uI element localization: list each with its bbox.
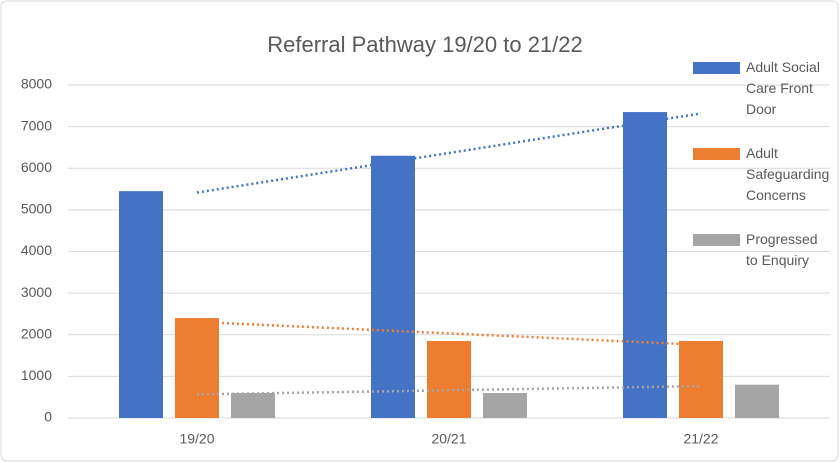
trendline [196, 320, 702, 347]
bar [427, 340, 471, 418]
legend-swatch [693, 234, 740, 246]
y-tick-label: 2000 [21, 325, 52, 341]
y-tick-label: 0 [44, 409, 52, 425]
y-tick-label: 4000 [21, 242, 52, 258]
y-tick-label: 3000 [21, 284, 52, 300]
bar [175, 318, 219, 418]
trendline [196, 384, 702, 396]
bar [679, 340, 723, 418]
bar [119, 191, 163, 418]
legend-label: Adult Social Care Front Door [746, 59, 820, 117]
chart-title: Referral Pathway 19/20 to 21/22 [267, 32, 583, 57]
y-tick-label: 6000 [21, 159, 52, 175]
bar [623, 112, 667, 419]
x-tick-label: 19/20 [179, 431, 214, 447]
legend-swatch [693, 148, 740, 160]
bar [371, 155, 415, 418]
x-tick-label: 20/21 [431, 431, 466, 447]
bar [483, 393, 527, 418]
legend-label: Progressed to Enquiry [746, 231, 818, 268]
y-tick-label: 8000 [21, 76, 52, 92]
bar [735, 384, 779, 418]
x-tick-label: 21/22 [683, 431, 718, 447]
legend-swatch [693, 62, 740, 74]
legend-label: Adult Safeguarding Concerns [746, 145, 830, 203]
trendline [196, 112, 702, 194]
y-tick-label: 1000 [21, 367, 52, 383]
bar [231, 393, 275, 418]
y-tick-label: 7000 [21, 117, 52, 133]
y-tick-label: 5000 [21, 201, 52, 217]
